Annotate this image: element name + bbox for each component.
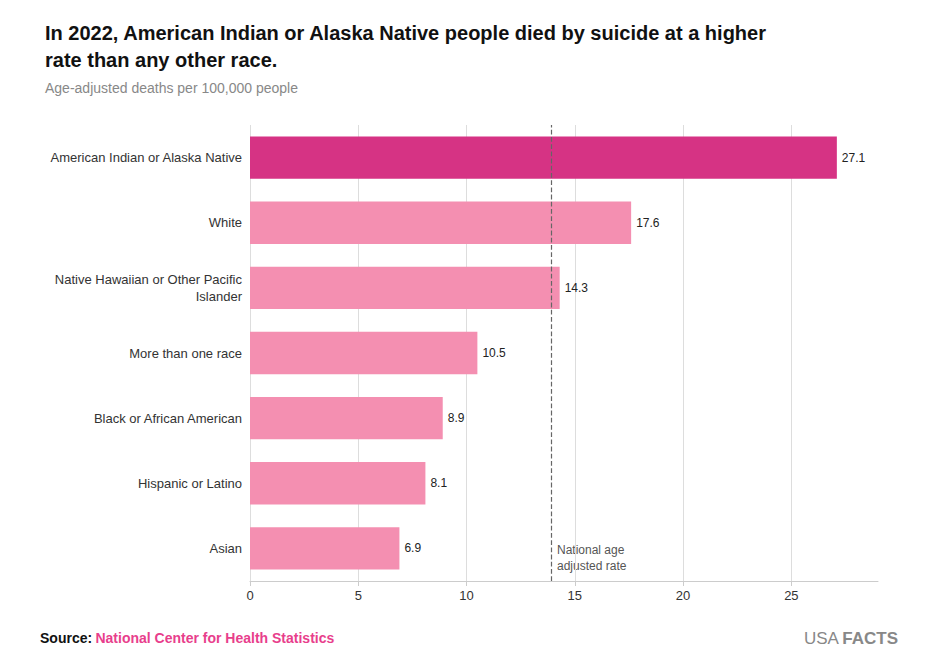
svg-text:0: 0 — [246, 588, 253, 603]
svg-text:USA: USA — [804, 629, 840, 648]
svg-text:National Center for Health Sta: National Center for Health Statistics — [95, 630, 334, 646]
svg-text:Hispanic or Latino: Hispanic or Latino — [138, 476, 242, 491]
svg-text:National age: National age — [557, 543, 625, 557]
svg-text:American Indian or Alaska Nati: American Indian or Alaska Native — [51, 150, 242, 165]
svg-text:17.6: 17.6 — [636, 216, 660, 230]
svg-text:Native Hawaiian or Other Pacif: Native Hawaiian or Other Pacific — [55, 272, 243, 287]
svg-text:adjusted rate: adjusted rate — [557, 559, 627, 573]
svg-text:8.9: 8.9 — [448, 411, 465, 425]
svg-text:20: 20 — [676, 588, 690, 603]
svg-text:5: 5 — [355, 588, 362, 603]
svg-text:Islander: Islander — [196, 289, 243, 304]
svg-text:Asian: Asian — [209, 541, 242, 556]
svg-text:15: 15 — [568, 588, 582, 603]
svg-text:More than one race: More than one race — [129, 346, 242, 361]
svg-text:rate than any other race.: rate than any other race. — [45, 49, 277, 71]
svg-text:White: White — [209, 215, 242, 230]
svg-text:6.9: 6.9 — [404, 541, 421, 555]
svg-text:Black or African American: Black or African American — [94, 411, 242, 426]
svg-text:10.5: 10.5 — [482, 346, 506, 360]
svg-text:Source:: Source: — [40, 630, 92, 646]
svg-text:25: 25 — [784, 588, 798, 603]
svg-text:14.3: 14.3 — [565, 281, 589, 295]
svg-text:10: 10 — [459, 588, 473, 603]
svg-text:27.1: 27.1 — [842, 151, 866, 165]
svg-text:FACTS: FACTS — [842, 629, 898, 648]
svg-text:Age-adjusted deaths per 100,00: Age-adjusted deaths per 100,000 people — [45, 80, 298, 96]
svg-text:In 2022, American Indian or Al: In 2022, American Indian or Alaska Nativ… — [45, 22, 766, 44]
svg-text:8.1: 8.1 — [430, 476, 447, 490]
